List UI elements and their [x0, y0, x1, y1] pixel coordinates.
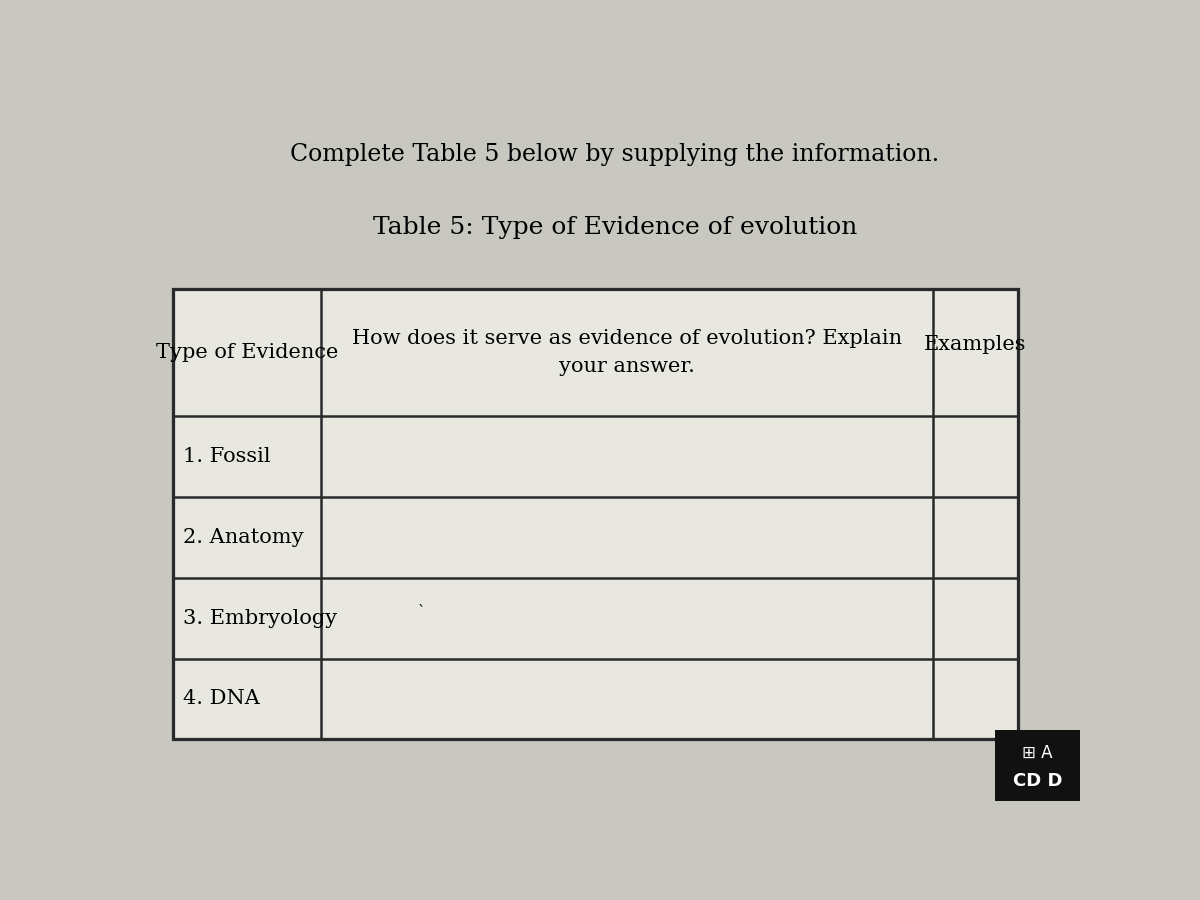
Text: CD D: CD D — [1013, 772, 1062, 790]
Text: your answer.: your answer. — [559, 356, 695, 376]
Bar — [995, 730, 1080, 801]
Text: 2. Anatomy: 2. Anatomy — [182, 527, 304, 547]
Text: How does it serve as evidence of evolution? Explain: How does it serve as evidence of evoluti… — [352, 329, 901, 348]
Text: 3. Embryology: 3. Embryology — [182, 608, 337, 627]
Text: 4. DNA: 4. DNA — [182, 689, 259, 708]
Text: Examples: Examples — [924, 336, 1027, 355]
Text: ⊞ A: ⊞ A — [1022, 743, 1052, 761]
Text: ˋ: ˋ — [418, 605, 425, 619]
Bar — [173, 289, 1018, 740]
Text: Table 5: Type of Evidence of evolution: Table 5: Type of Evidence of evolution — [373, 216, 857, 239]
Bar — [173, 289, 1018, 740]
Text: Complete Table 5 below by supplying the information.: Complete Table 5 below by supplying the … — [290, 143, 940, 166]
Text: Type of Evidence: Type of Evidence — [156, 343, 338, 362]
Text: 1. Fossil: 1. Fossil — [182, 447, 270, 466]
